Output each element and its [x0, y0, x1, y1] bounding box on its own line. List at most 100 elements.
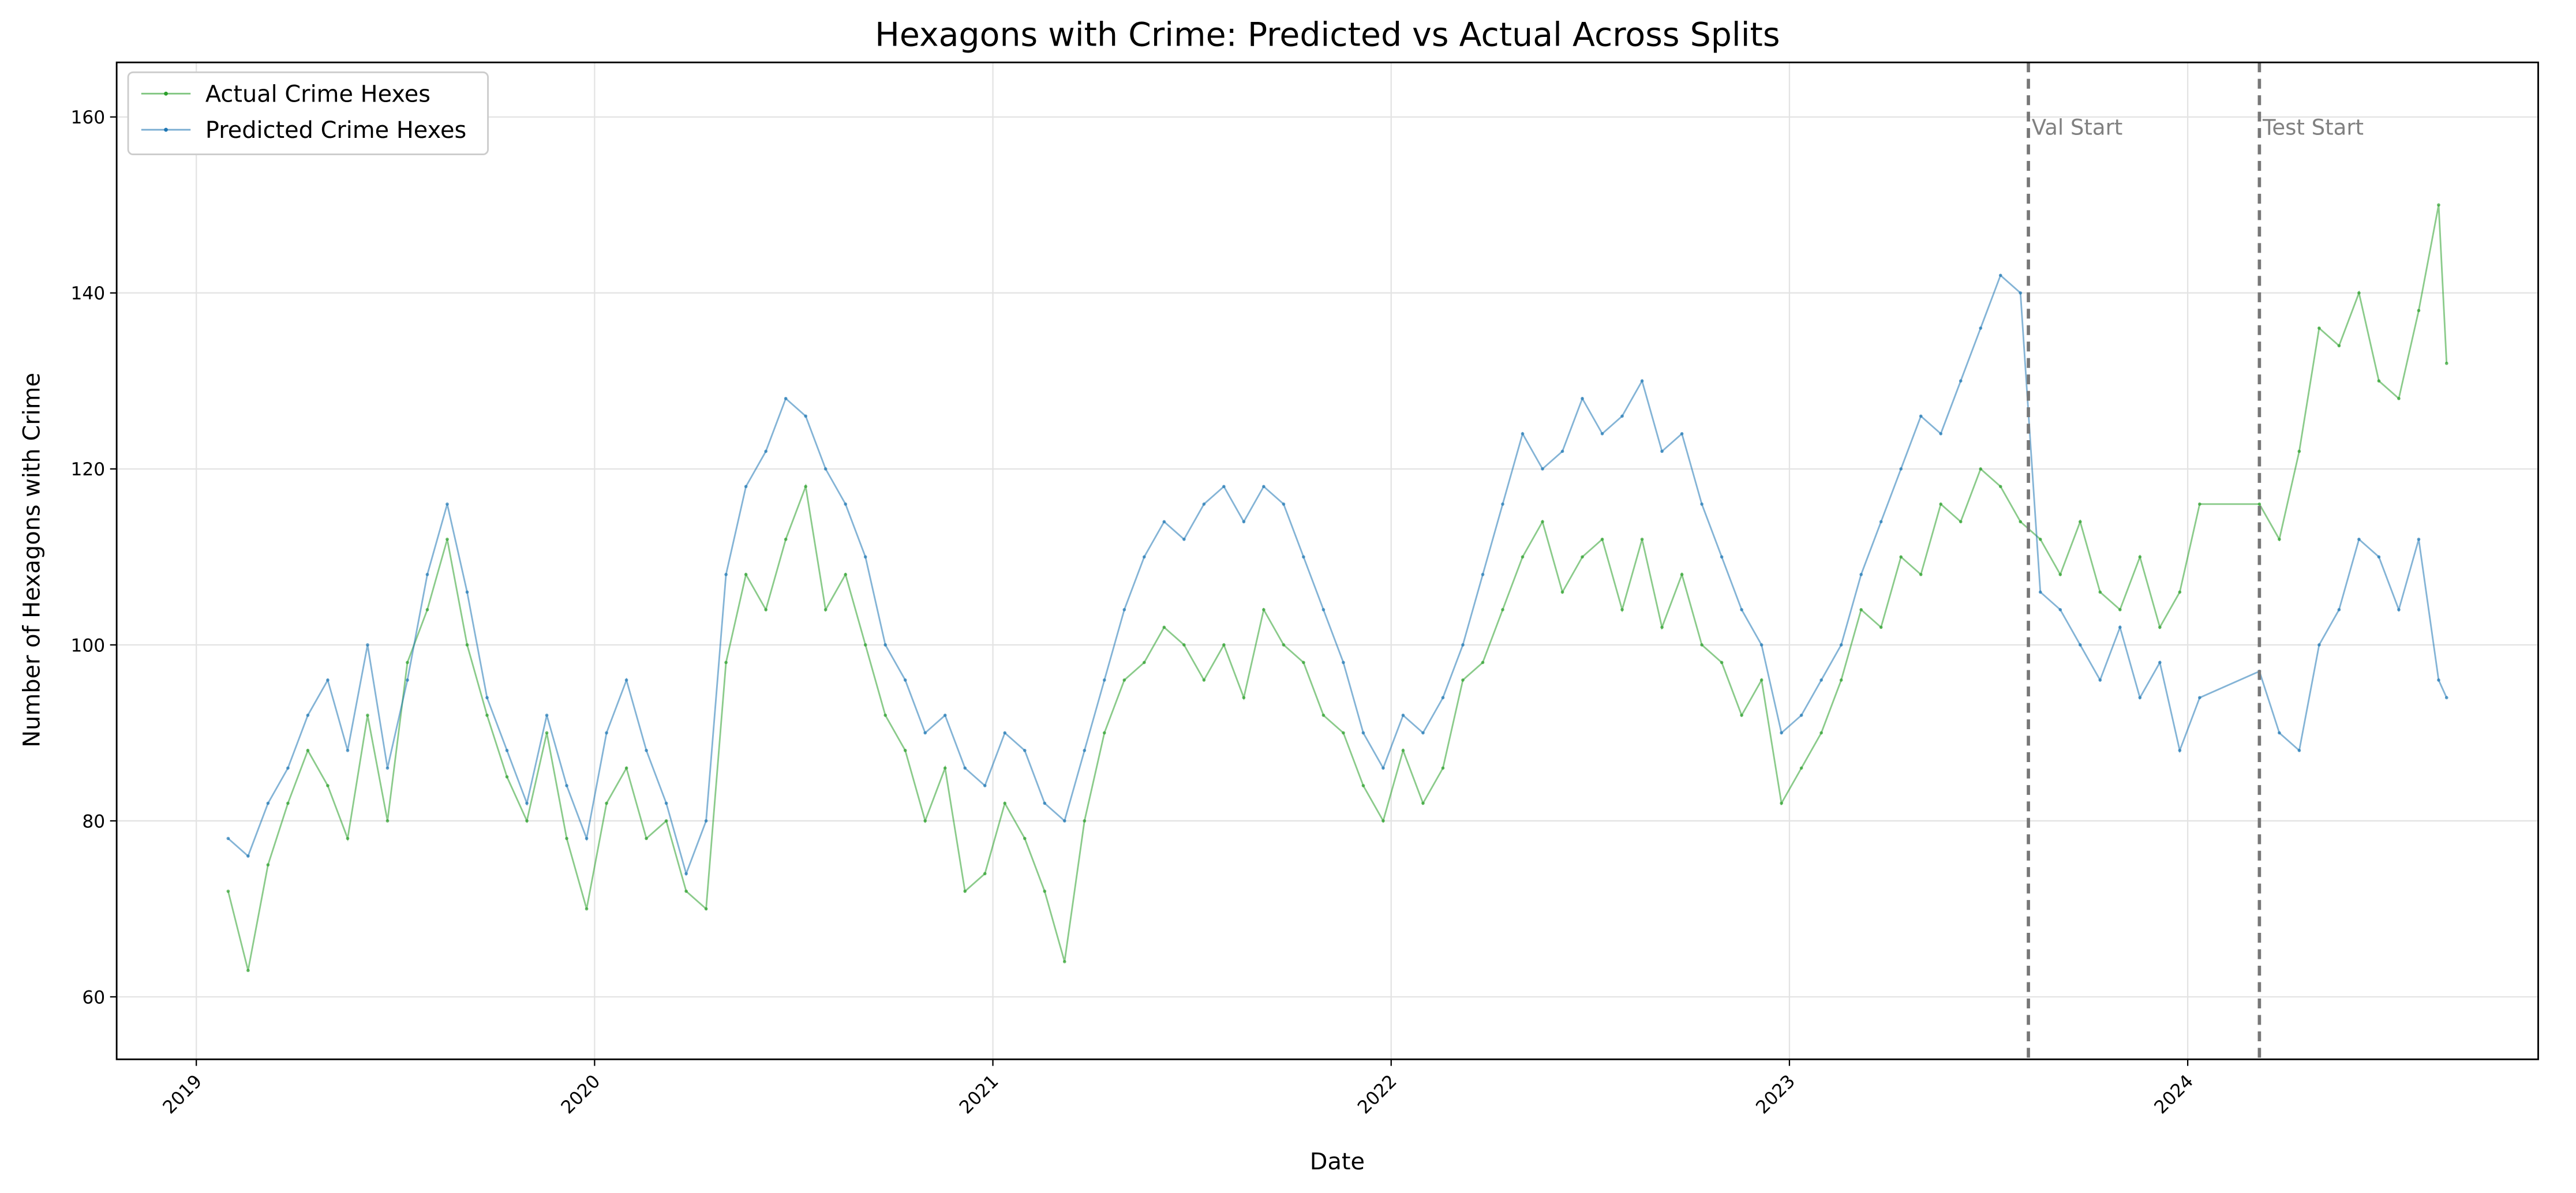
- point: [1640, 379, 1644, 383]
- point: [1182, 538, 1186, 541]
- point: [1262, 608, 1265, 611]
- point: [1759, 643, 1763, 647]
- point: [943, 714, 947, 717]
- point: [1560, 590, 1564, 594]
- point: [1202, 502, 1206, 506]
- point: [645, 749, 648, 752]
- point: [266, 863, 270, 867]
- point: [1819, 731, 1824, 735]
- point: [1461, 678, 1465, 682]
- point: [823, 467, 828, 471]
- point: [804, 485, 808, 489]
- x-axis-label: Date: [1310, 1149, 1365, 1175]
- point: [1162, 520, 1166, 524]
- point: [2417, 309, 2421, 313]
- point: [1799, 766, 1803, 770]
- point: [1142, 661, 1146, 665]
- point: [1461, 643, 1465, 647]
- point: [1043, 890, 1047, 893]
- point: [1899, 467, 1903, 471]
- point: [545, 714, 549, 717]
- point: [1481, 661, 1485, 665]
- point: [2437, 678, 2440, 682]
- point: [2019, 291, 2023, 295]
- point: [286, 766, 290, 770]
- point: [1122, 678, 1126, 682]
- point: [624, 766, 628, 770]
- point: [2278, 538, 2281, 541]
- point: [2038, 538, 2042, 541]
- x-tick-label: 2021: [956, 1071, 1003, 1118]
- point: [1023, 749, 1027, 752]
- point: [1242, 520, 1246, 524]
- point: [2058, 573, 2062, 576]
- point: [1262, 485, 1265, 489]
- point: [1859, 573, 1863, 576]
- point: [1302, 661, 1305, 665]
- point: [1680, 573, 1684, 576]
- point: [744, 485, 748, 489]
- plot-frame: [115, 61, 2539, 1060]
- point: [1321, 714, 1326, 717]
- point: [2158, 661, 2162, 665]
- point: [1541, 467, 1544, 471]
- y-tick-label: 80: [82, 811, 105, 832]
- point: [1939, 502, 1943, 506]
- point: [863, 643, 867, 647]
- point: [784, 538, 788, 541]
- point: [1839, 643, 1843, 647]
- x-tick-label: 2019: [159, 1071, 206, 1118]
- point: [963, 766, 967, 770]
- point: [1998, 273, 2002, 277]
- point: [366, 714, 369, 717]
- point: [2178, 749, 2182, 752]
- point: [346, 836, 350, 841]
- y-tick-label: 160: [70, 107, 105, 128]
- point: [505, 749, 509, 752]
- point: [2357, 538, 2361, 541]
- point: [923, 819, 927, 823]
- point: [1879, 625, 1883, 629]
- point: [1023, 836, 1027, 841]
- point: [605, 801, 608, 805]
- point: [465, 643, 469, 647]
- point: [1919, 414, 1923, 418]
- point: [1720, 661, 1724, 665]
- point: [1003, 731, 1007, 735]
- point: [505, 775, 509, 779]
- point: [844, 502, 848, 506]
- point: [286, 801, 290, 805]
- point: [2038, 590, 2042, 594]
- point: [2058, 608, 2062, 611]
- x-tick-label: 2023: [1752, 1071, 1799, 1118]
- point: [1342, 661, 1345, 665]
- point: [2098, 678, 2102, 682]
- point: [406, 678, 409, 682]
- point: [1959, 520, 1963, 524]
- point: [585, 836, 589, 841]
- point: [1541, 520, 1544, 524]
- point: [883, 643, 888, 647]
- point: [2337, 608, 2341, 611]
- x-tick-label: 2020: [557, 1071, 605, 1118]
- point: [545, 731, 549, 735]
- legend-box: [127, 71, 489, 156]
- point: [1939, 432, 1943, 436]
- point: [1282, 502, 1286, 506]
- point: [1640, 538, 1644, 541]
- point: [863, 555, 867, 559]
- point: [1222, 485, 1226, 489]
- y-tick-label: 100: [70, 635, 105, 656]
- point: [2138, 555, 2142, 559]
- point: [1361, 731, 1365, 735]
- legend-label: Predicted Crime Hexes: [205, 117, 466, 144]
- point: [266, 801, 270, 805]
- point: [1083, 819, 1087, 823]
- point: [1680, 432, 1684, 436]
- point: [465, 590, 469, 594]
- point: [1581, 396, 1584, 400]
- point: [445, 538, 449, 541]
- point: [2437, 203, 2440, 207]
- point: [1501, 608, 1504, 611]
- point: [1441, 696, 1445, 700]
